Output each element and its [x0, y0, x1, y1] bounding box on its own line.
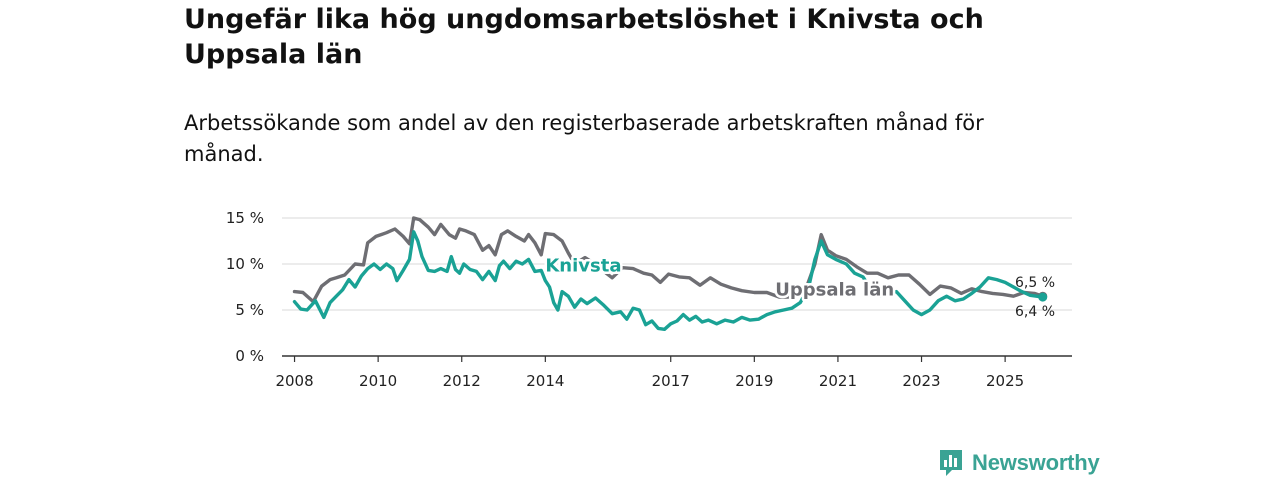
- x-tick-label: 2025: [986, 372, 1024, 390]
- x-tick-label: 2008: [275, 372, 313, 390]
- y-axis-labels: 0 % 5 % 10 % 15 %: [226, 209, 264, 365]
- x-tick-label: 2021: [819, 372, 857, 390]
- series-lines: [292, 216, 1048, 331]
- chart-subtitle: Arbetssökande som andel av den registerb…: [184, 111, 984, 166]
- x-tick-label: 2023: [902, 372, 940, 390]
- x-tick-label: 2010: [359, 372, 397, 390]
- end-point-knivsta: [1038, 292, 1048, 302]
- series-line-uppsala-l-n: [292, 216, 1045, 304]
- x-tick-label: 2019: [735, 372, 773, 390]
- series-label-halo-knivsta: Knivsta: [545, 255, 621, 276]
- x-axis: 2008 2010 2012 2014 2017 2019 2021 2023 2025: [275, 356, 1024, 390]
- series-label-uppsala-l-n: Uppsala län: [775, 279, 894, 300]
- x-tick-label: 2017: [652, 372, 690, 390]
- end-value-label-uppsala-l-n: 6,5 %: [1015, 275, 1055, 291]
- newsworthy-logo[interactable]: Newsworthy: [938, 447, 1100, 479]
- x-tick-label: 2012: [443, 372, 481, 390]
- bar-chart-icon: [940, 450, 962, 476]
- series-label-halo-uppsala-l-n: Uppsala län: [775, 279, 894, 300]
- y-tick-label: 15 %: [226, 209, 264, 227]
- series-line-knivsta: [292, 230, 1045, 331]
- x-tick-label: 2014: [526, 372, 564, 390]
- y-tick-label: 10 %: [226, 255, 264, 273]
- end-value-label-knivsta: 6,4 %: [1015, 304, 1055, 320]
- y-tick-label: 5 %: [235, 301, 264, 319]
- brand-name: Newsworthy: [972, 450, 1100, 475]
- series-label-knivsta: Knivsta: [545, 255, 621, 276]
- y-tick-label: 0 %: [235, 347, 264, 365]
- chart-title: Ungefär lika hög ungdomsarbetslöshet i K…: [184, 4, 984, 70]
